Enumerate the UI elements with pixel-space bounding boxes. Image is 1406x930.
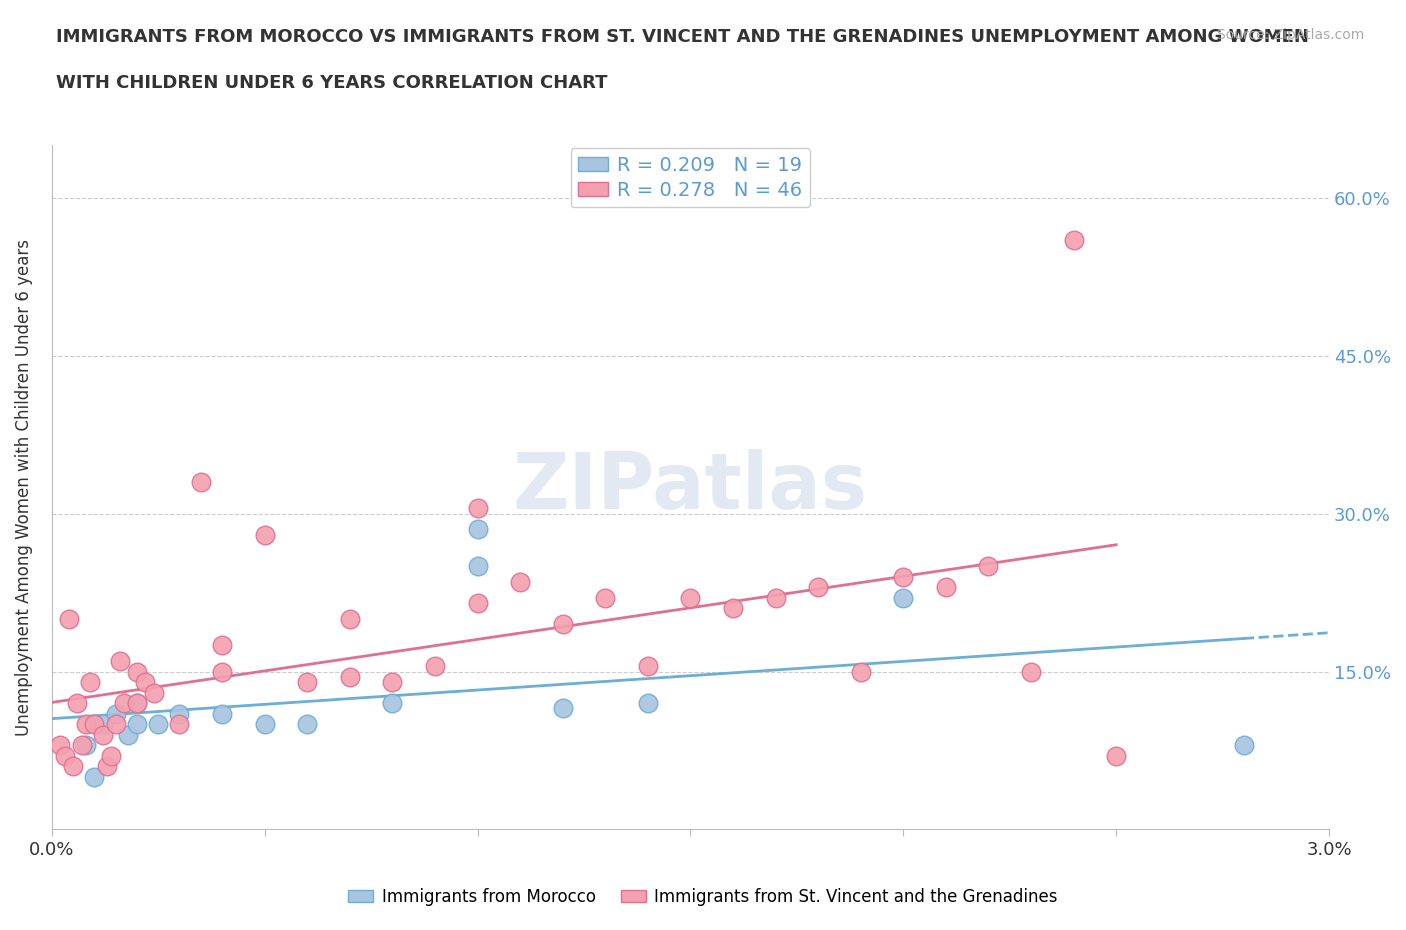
Point <box>91 717 114 732</box>
Legend: Immigrants from Morocco, Immigrants from St. Vincent and the Grenadines: Immigrants from Morocco, Immigrants from… <box>342 881 1064 912</box>
Point <box>142 685 165 700</box>
Point <box>49 737 72 752</box>
Point <box>253 717 276 732</box>
Point <box>509 575 531 590</box>
Point <box>467 559 489 574</box>
Point <box>75 737 97 752</box>
Point <box>125 696 148 711</box>
Point <box>1063 232 1085 247</box>
Point <box>58 611 80 626</box>
Y-axis label: Unemployment Among Women with Children Under 6 years: Unemployment Among Women with Children U… <box>15 239 32 736</box>
Point <box>339 611 361 626</box>
Point <box>977 559 1000 574</box>
Point <box>190 474 212 489</box>
Point <box>169 706 191 721</box>
Point <box>83 769 105 784</box>
Point <box>935 579 957 594</box>
Point <box>1233 737 1256 752</box>
Text: Source: ZipAtlas.com: Source: ZipAtlas.com <box>1216 28 1364 42</box>
Point <box>637 658 659 673</box>
Point <box>211 706 233 721</box>
Point <box>339 670 361 684</box>
Point <box>467 522 489 537</box>
Point <box>807 579 830 594</box>
Text: IMMIGRANTS FROM MOROCCO VS IMMIGRANTS FROM ST. VINCENT AND THE GRENADINES UNEMPL: IMMIGRANTS FROM MOROCCO VS IMMIGRANTS FR… <box>56 28 1309 46</box>
Point <box>467 595 489 610</box>
Point <box>679 591 702 605</box>
Point <box>891 591 914 605</box>
Point <box>551 701 574 716</box>
Point <box>423 658 446 673</box>
Point <box>100 749 122 764</box>
Point <box>551 617 574 631</box>
Point <box>108 654 131 669</box>
Legend: R = 0.209   N = 19, R = 0.278   N = 46: R = 0.209 N = 19, R = 0.278 N = 46 <box>571 148 810 207</box>
Point <box>721 601 744 616</box>
Point <box>104 717 127 732</box>
Point <box>1019 664 1042 679</box>
Point <box>148 717 170 732</box>
Point <box>211 638 233 653</box>
Point <box>79 674 101 689</box>
Point <box>75 717 97 732</box>
Point <box>295 717 318 732</box>
Text: ZIPatlas: ZIPatlas <box>513 449 868 525</box>
Point <box>66 696 89 711</box>
Point <box>83 717 105 732</box>
Point <box>62 759 84 774</box>
Point <box>467 501 489 516</box>
Point <box>637 696 659 711</box>
Point <box>381 674 404 689</box>
Point <box>70 737 93 752</box>
Point <box>849 664 872 679</box>
Point <box>1105 749 1128 764</box>
Point <box>891 569 914 584</box>
Point <box>593 591 616 605</box>
Point <box>125 717 148 732</box>
Point <box>134 674 156 689</box>
Point <box>169 717 191 732</box>
Point <box>112 696 135 711</box>
Point <box>295 674 318 689</box>
Text: WITH CHILDREN UNDER 6 YEARS CORRELATION CHART: WITH CHILDREN UNDER 6 YEARS CORRELATION … <box>56 74 607 92</box>
Point <box>117 727 139 742</box>
Point <box>211 664 233 679</box>
Point <box>104 706 127 721</box>
Point <box>381 696 404 711</box>
Point <box>53 749 76 764</box>
Point <box>96 759 118 774</box>
Point <box>765 591 787 605</box>
Point <box>253 527 276 542</box>
Point <box>125 664 148 679</box>
Point <box>125 696 148 711</box>
Point <box>91 727 114 742</box>
